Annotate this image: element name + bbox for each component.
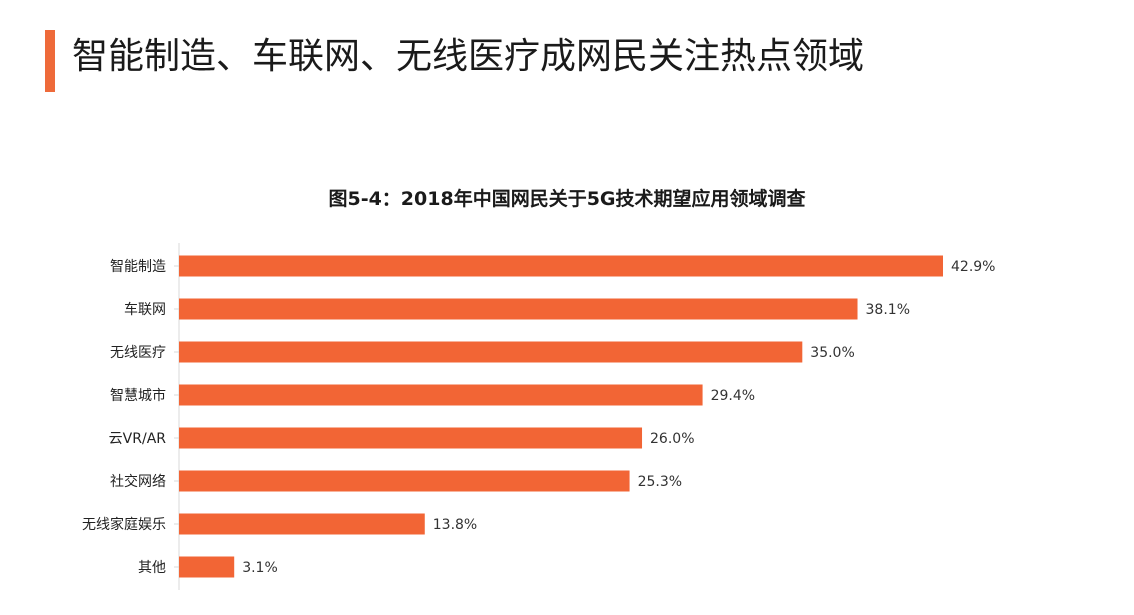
value-label: 42.9% (951, 259, 995, 275)
bar (179, 255, 943, 277)
category-label: 无线家庭娱乐 (82, 516, 166, 533)
value-label: 3.1% (242, 560, 278, 576)
bar (179, 470, 630, 492)
bar (179, 341, 803, 363)
value-label: 29.4% (711, 388, 755, 404)
page-title: 智能制造、车联网、无线医疗成网民关注热点领域 (72, 36, 865, 77)
category-label: 智能制造 (110, 259, 166, 275)
value-label: 26.0% (650, 431, 694, 447)
category-label: 智慧城市 (110, 387, 166, 404)
category-label: 车联网 (124, 301, 166, 318)
title-accent-bar (45, 30, 55, 92)
category-label: 云VR/AR (109, 431, 167, 447)
bar (179, 556, 235, 578)
category-label: 其他 (138, 560, 166, 576)
bar (179, 298, 858, 320)
value-label: 35.0% (810, 345, 854, 361)
value-label: 25.3% (638, 474, 682, 490)
bar (179, 513, 425, 535)
value-label: 38.1% (866, 302, 910, 318)
category-label: 无线医疗 (110, 345, 166, 361)
category-label: 社交网络 (110, 473, 166, 490)
bar (179, 384, 703, 406)
chart-title: 图5-4：2018年中国网民关于5G技术期望应用领域调查 (328, 188, 806, 210)
value-label: 13.8% (433, 517, 477, 533)
bar (179, 427, 643, 449)
